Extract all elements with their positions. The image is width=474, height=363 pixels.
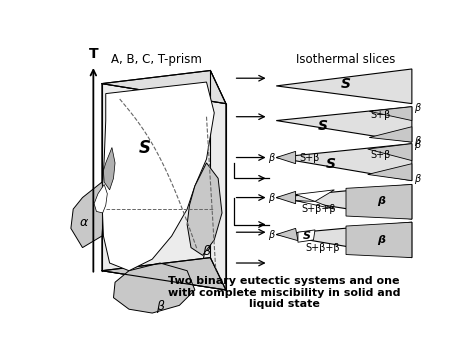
Text: T: T bbox=[89, 46, 98, 61]
Polygon shape bbox=[102, 258, 226, 290]
Polygon shape bbox=[210, 70, 226, 290]
Polygon shape bbox=[102, 82, 214, 271]
Polygon shape bbox=[102, 70, 226, 103]
Text: Two binary eutectic systems and one
with complete miscibility in solid and
liqui: Two binary eutectic systems and one with… bbox=[168, 276, 400, 309]
Polygon shape bbox=[276, 69, 412, 103]
Text: S: S bbox=[326, 158, 336, 171]
Polygon shape bbox=[369, 127, 412, 142]
Text: β: β bbox=[377, 196, 385, 207]
Polygon shape bbox=[368, 144, 412, 160]
Polygon shape bbox=[296, 190, 334, 201]
Text: S+β: S+β bbox=[371, 150, 391, 160]
Text: β: β bbox=[268, 152, 274, 163]
Text: α: α bbox=[80, 216, 88, 229]
Polygon shape bbox=[298, 230, 315, 242]
Text: S: S bbox=[138, 139, 151, 156]
Text: S+β+β: S+β+β bbox=[305, 242, 340, 253]
Polygon shape bbox=[276, 184, 412, 219]
Text: β: β bbox=[414, 135, 420, 146]
Polygon shape bbox=[369, 107, 412, 121]
Polygon shape bbox=[276, 144, 412, 181]
Polygon shape bbox=[187, 163, 222, 255]
Text: β: β bbox=[156, 301, 164, 313]
Text: S: S bbox=[303, 231, 311, 241]
Polygon shape bbox=[346, 222, 412, 258]
Text: Isothermal slices: Isothermal slices bbox=[296, 53, 396, 66]
Text: S: S bbox=[341, 77, 351, 91]
Polygon shape bbox=[94, 184, 107, 213]
Polygon shape bbox=[276, 107, 412, 142]
Text: β: β bbox=[268, 229, 274, 240]
Polygon shape bbox=[276, 151, 296, 164]
Polygon shape bbox=[276, 228, 298, 241]
Text: S+β: S+β bbox=[371, 110, 391, 120]
Text: β: β bbox=[414, 103, 420, 113]
Polygon shape bbox=[113, 263, 195, 313]
Polygon shape bbox=[103, 147, 115, 190]
Text: A, B, C, T-prism: A, B, C, T-prism bbox=[111, 53, 201, 66]
Text: S+β+β: S+β+β bbox=[301, 204, 336, 214]
Text: β: β bbox=[202, 245, 210, 258]
Text: β: β bbox=[414, 140, 420, 150]
Text: S+β: S+β bbox=[300, 152, 320, 163]
Text: β: β bbox=[268, 192, 274, 203]
Polygon shape bbox=[71, 182, 106, 248]
Polygon shape bbox=[276, 222, 412, 258]
Polygon shape bbox=[346, 184, 412, 219]
Polygon shape bbox=[296, 201, 334, 209]
Text: S: S bbox=[318, 119, 328, 133]
Polygon shape bbox=[276, 191, 296, 204]
Polygon shape bbox=[368, 164, 412, 181]
Polygon shape bbox=[102, 83, 226, 290]
Text: β: β bbox=[377, 235, 385, 245]
Text: β: β bbox=[414, 174, 420, 184]
